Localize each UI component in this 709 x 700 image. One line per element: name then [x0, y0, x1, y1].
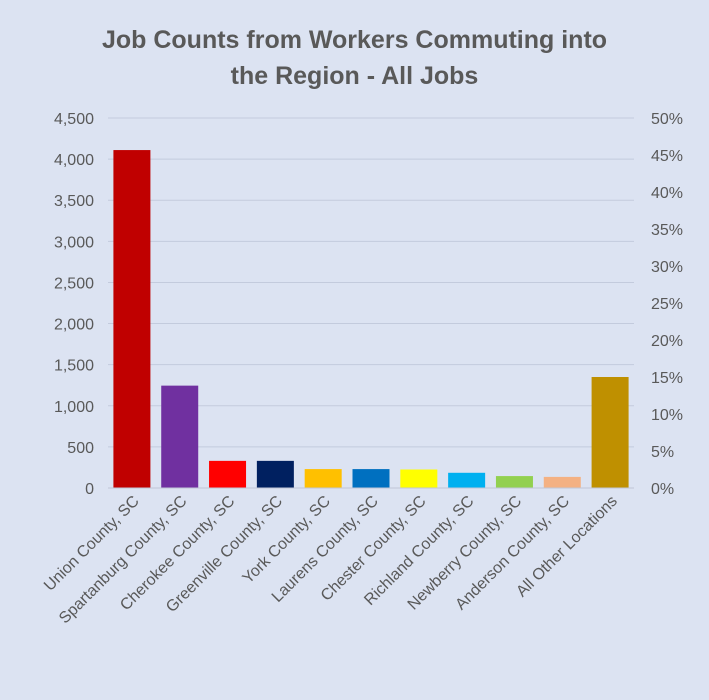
y2-tick-label: 40% — [651, 185, 683, 202]
y2-tick-label: 10% — [651, 407, 683, 424]
bar — [161, 385, 199, 488]
bar — [543, 476, 581, 488]
bar — [448, 472, 486, 488]
y2-tick-label: 5% — [651, 444, 674, 461]
x-tick-label: York County, SC — [240, 493, 334, 587]
y2-tick-label: 0% — [651, 481, 674, 498]
y-tick-label: 2,000 — [54, 317, 94, 334]
y2-tick-label: 30% — [651, 259, 683, 276]
bar — [591, 377, 629, 488]
chart-title-line-2: the Region - All Jobs — [230, 62, 479, 90]
bar — [256, 460, 294, 488]
y2-tick-label: 25% — [651, 296, 683, 313]
bar — [495, 476, 533, 488]
y-tick-label: 2,500 — [54, 275, 94, 292]
y2-tick-label: 35% — [651, 222, 683, 239]
y-tick-label: 1,500 — [54, 358, 94, 375]
y2-tick-label: 45% — [651, 148, 683, 165]
y-tick-label: 3,500 — [54, 193, 94, 210]
bar — [209, 460, 247, 488]
chart-title: Job Counts from Workers Commuting into t… — [0, 22, 709, 94]
y2-tick-label: 15% — [651, 370, 683, 387]
bar — [304, 469, 342, 488]
y-tick-label: 1,000 — [54, 399, 94, 416]
y-tick-label: 4,500 — [54, 111, 94, 128]
y-tick-label: 4,000 — [54, 152, 94, 169]
y2-tick-label: 50% — [651, 111, 683, 128]
y-tick-label: 500 — [67, 440, 94, 457]
bar — [352, 469, 390, 488]
y2-tick-label: 20% — [651, 333, 683, 350]
y-tick-label: 0 — [85, 481, 94, 498]
bar — [113, 150, 151, 489]
bar — [400, 469, 438, 488]
y-tick-label: 3,000 — [54, 234, 94, 251]
chart-title-line-1: Job Counts from Workers Commuting into — [101, 26, 608, 54]
